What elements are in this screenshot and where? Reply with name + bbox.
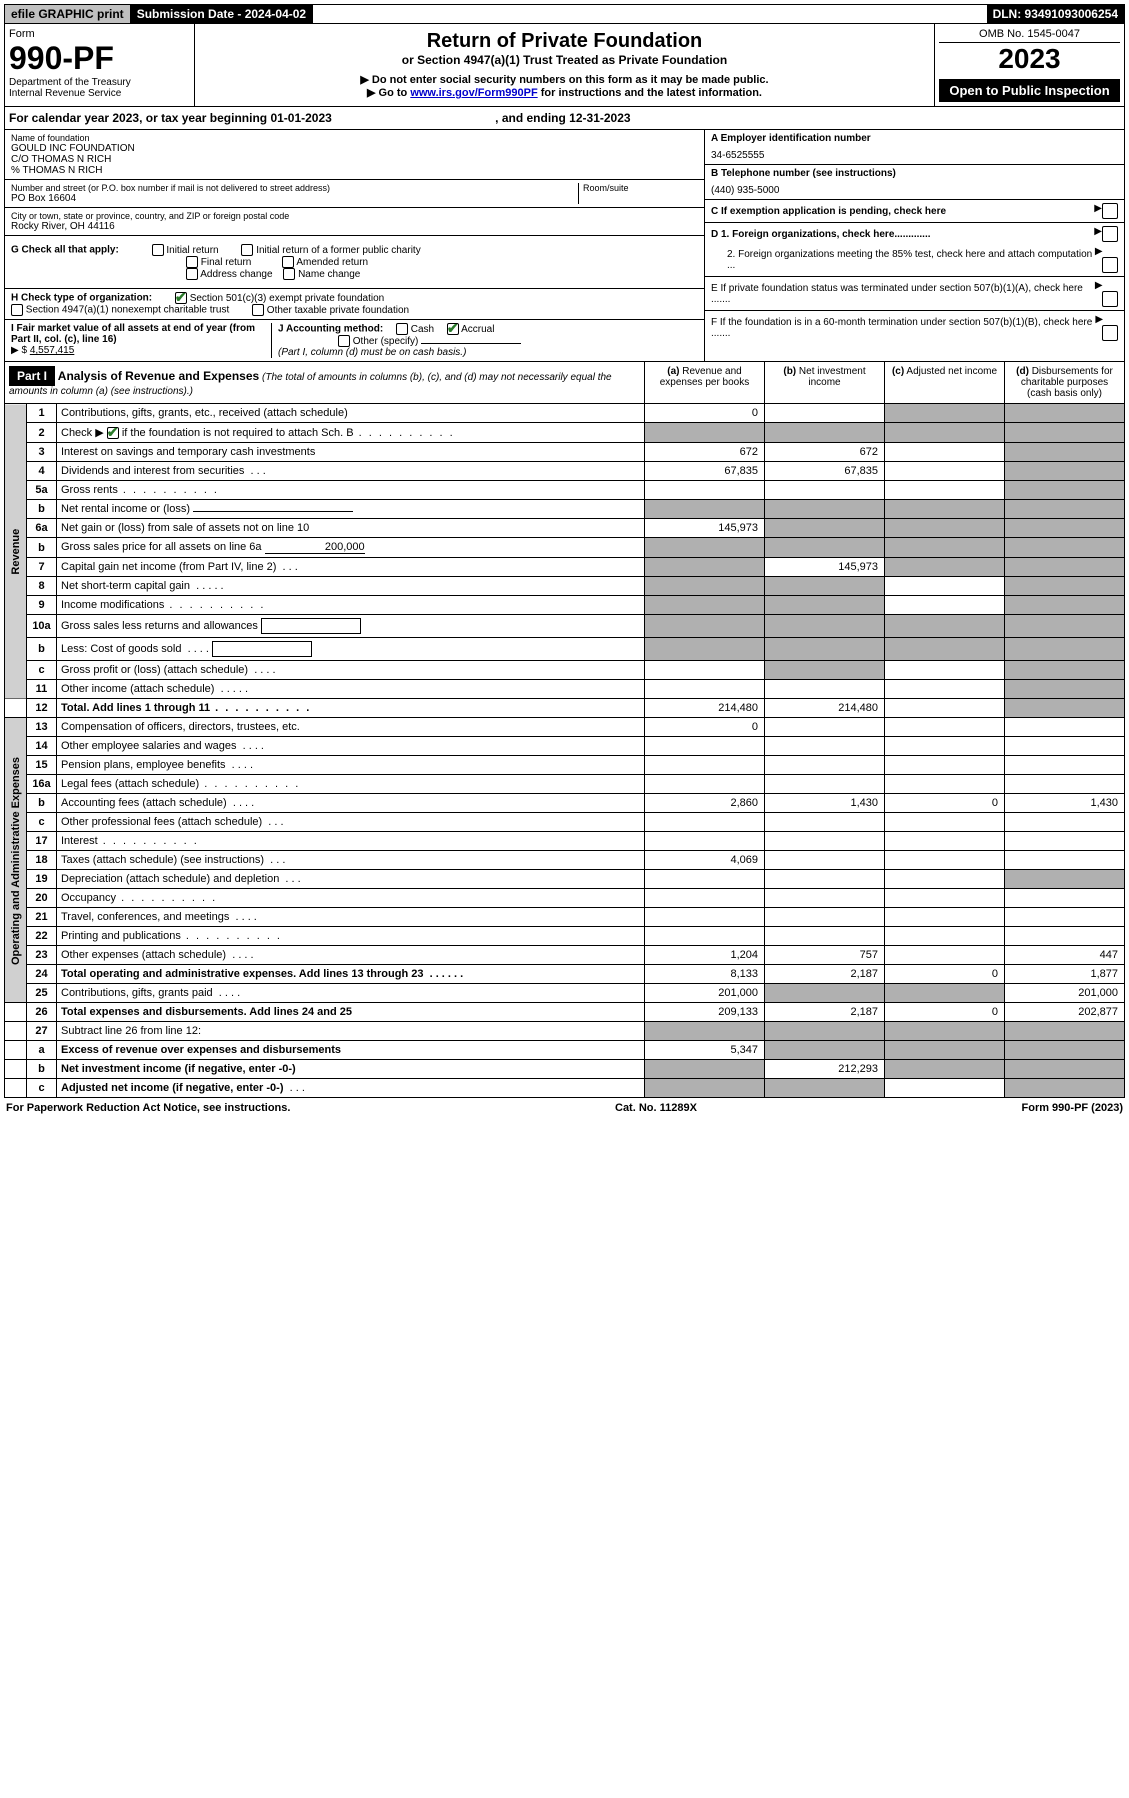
address-cell: Number and street (or P.O. box number if… [5, 180, 704, 208]
submission-date: Submission Date - 2024-04-02 [131, 5, 313, 23]
instruction-1: ▶ Do not enter social security numbers o… [201, 73, 928, 86]
part1-header-row: Part I Analysis of Revenue and Expenses … [4, 362, 1125, 404]
name-cell: Name of foundation GOULD INC FOUNDATION … [5, 130, 704, 180]
irs-link[interactable]: www.irs.gov/Form990PF [410, 87, 537, 99]
dept: Department of the Treasury [9, 77, 190, 88]
checkbox-e[interactable] [1102, 291, 1118, 307]
checkbox-name[interactable] [283, 268, 295, 280]
section-g: G Check all that apply: Initial return I… [5, 236, 704, 289]
cat-no: Cat. No. 11289X [615, 1102, 697, 1114]
checkbox-final[interactable] [186, 256, 198, 268]
checkbox-f[interactable] [1102, 325, 1118, 341]
checkbox-4947[interactable] [11, 304, 23, 316]
form-title: Return of Private Foundation [201, 30, 928, 53]
expenses-side-label: Operating and Administrative Expenses [5, 718, 27, 1003]
phone-cell: B Telephone number (see instructions) (4… [705, 165, 1124, 200]
checkbox-other-tax[interactable] [252, 304, 264, 316]
col-a-head: (a) (a) Revenue and expenses per booksRe… [644, 362, 764, 403]
tax-year: 2023 [939, 43, 1120, 75]
col-b-head: (b) Net investment income [764, 362, 884, 403]
irs: Internal Revenue Service [9, 88, 190, 99]
checkbox-initial[interactable] [152, 244, 164, 256]
checkbox-d1[interactable] [1102, 226, 1118, 242]
checkbox-amended[interactable] [282, 256, 294, 268]
checkbox-cash[interactable] [396, 323, 408, 335]
checkbox-initial-former[interactable] [241, 244, 253, 256]
section-h: H Check type of organization: Section 50… [5, 289, 704, 320]
paperwork-notice: For Paperwork Reduction Act Notice, see … [6, 1102, 290, 1114]
top-bar: efile GRAPHIC print Submission Date - 20… [4, 4, 1125, 24]
instruction-2: ▶ Go to www.irs.gov/Form990PF for instru… [201, 86, 928, 99]
checkbox-address[interactable] [186, 268, 198, 280]
checkbox-other-method[interactable] [338, 335, 350, 347]
form-number: 990-PF [9, 40, 190, 77]
efile-label: efile GRAPHIC print [5, 5, 131, 23]
revenue-side-label: Revenue [5, 404, 27, 699]
omb-number: OMB No. 1545-0047 [939, 28, 1120, 43]
checkbox-501c3[interactable] [175, 292, 187, 304]
col-c-head: (c) Adjusted net income [884, 362, 1004, 403]
checkbox-c[interactable] [1102, 203, 1118, 219]
section-d: D 1. Foreign organizations, check here..… [705, 223, 1124, 277]
dln: DLN: 93491093006254 [987, 5, 1124, 23]
section-f: F If the foundation is in a 60-month ter… [705, 311, 1124, 344]
form-subtitle: or Section 4947(a)(1) Trust Treated as P… [201, 53, 928, 67]
checkbox-d2[interactable] [1102, 257, 1118, 273]
city-cell: City or town, state or province, country… [5, 208, 704, 236]
open-public: Open to Public Inspection [939, 79, 1120, 102]
section-ij: I Fair market value of all assets at end… [5, 320, 704, 361]
ein-cell: A Employer identification number 34-6525… [705, 130, 1124, 165]
part1-badge: Part I [9, 366, 55, 386]
form-header: Form 990-PF Department of the Treasury I… [4, 24, 1125, 107]
checkbox-accrual[interactable] [447, 323, 459, 335]
form-ref: Form 990-PF (2023) [1022, 1102, 1123, 1114]
revenue-table: Revenue 1Contributions, gifts, grants, e… [4, 404, 1125, 1098]
form-word: Form [9, 28, 190, 40]
calendar-year-row: For calendar year 2023, or tax year begi… [4, 107, 1125, 130]
section-e: E If private foundation status was termi… [705, 277, 1124, 311]
checkbox-schb[interactable] [107, 427, 119, 439]
col-d-head: (d) Disbursements for charitable purpose… [1004, 362, 1124, 403]
footer: For Paperwork Reduction Act Notice, see … [4, 1098, 1125, 1118]
section-c: C If exemption application is pending, c… [705, 200, 1124, 223]
